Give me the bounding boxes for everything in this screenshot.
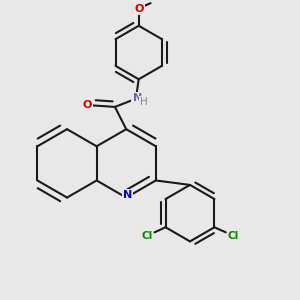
- Text: Cl: Cl: [228, 231, 239, 241]
- Text: O: O: [135, 4, 144, 14]
- Text: H: H: [140, 97, 148, 106]
- Text: N: N: [123, 190, 132, 200]
- Text: O: O: [82, 100, 92, 110]
- Text: N: N: [133, 93, 142, 103]
- Text: Cl: Cl: [141, 231, 152, 241]
